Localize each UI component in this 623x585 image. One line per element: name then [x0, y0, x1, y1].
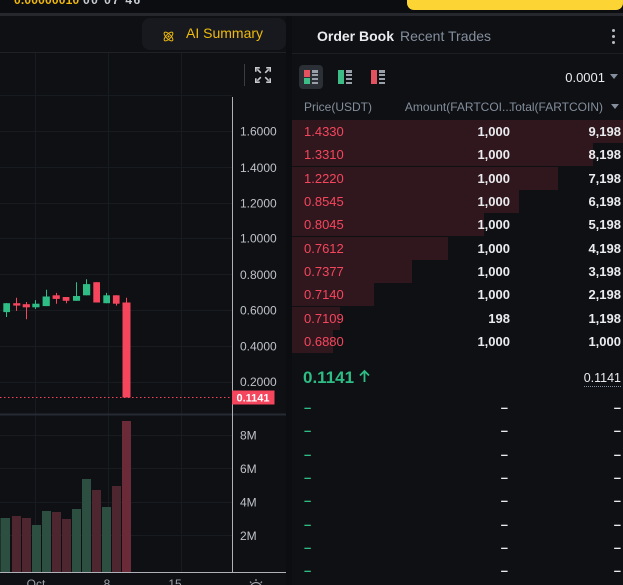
svg-text:0.4000: 0.4000 [240, 339, 277, 353]
svg-text:8M: 8M [240, 429, 257, 443]
svg-text:1.0000: 1.0000 [240, 232, 277, 246]
svg-text:Oct: Oct [27, 577, 46, 585]
svg-text:0.8000: 0.8000 [240, 268, 277, 282]
svg-text:0.6000: 0.6000 [240, 304, 277, 318]
svg-text:1.4000: 1.4000 [240, 161, 277, 175]
svg-text:8: 8 [104, 577, 111, 585]
svg-text:1.2000: 1.2000 [240, 197, 277, 211]
svg-text:1.6000: 1.6000 [240, 125, 277, 139]
svg-text:6M: 6M [240, 462, 257, 476]
svg-text:0.2000: 0.2000 [240, 375, 277, 389]
svg-text:4M: 4M [240, 495, 257, 509]
svg-text:0.1141: 0.1141 [236, 392, 269, 404]
svg-text:15: 15 [168, 577, 182, 585]
svg-text:2M: 2M [240, 529, 257, 543]
